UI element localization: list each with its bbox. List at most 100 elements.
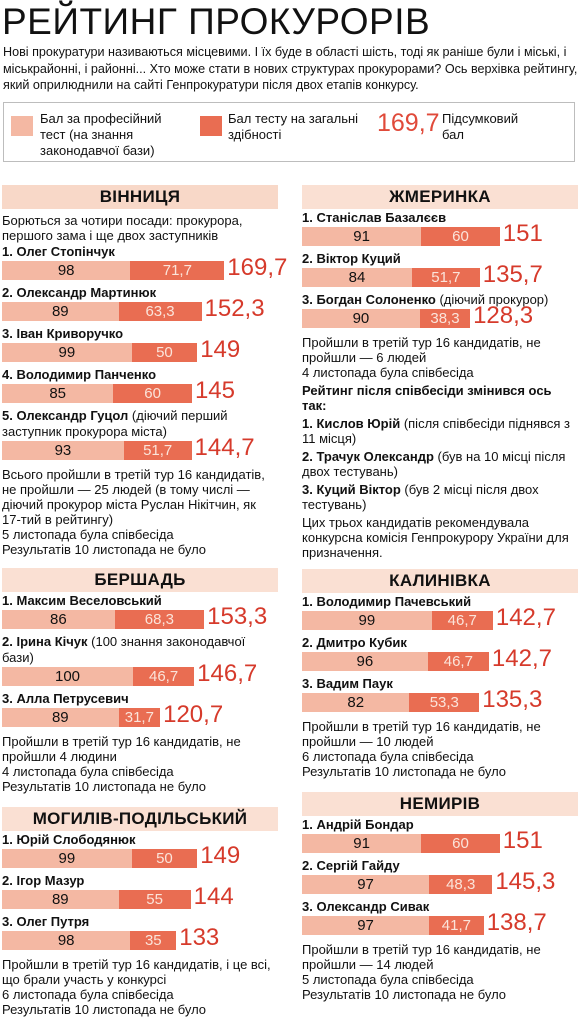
bar-test1: 89: [2, 708, 119, 727]
bar-total: 144,7: [194, 434, 255, 461]
region-title: БЕРШАДЬ: [2, 568, 278, 592]
bar-total: 144: [193, 883, 234, 910]
note-line: Результатів 10 листопада не було: [2, 1002, 207, 1017]
bar-test2: 48,3: [429, 875, 493, 894]
region-notes: Пройшли в третій тур 16 кандидатів, не п…: [302, 942, 578, 1002]
bar-test1: 99: [2, 343, 132, 362]
note-line: Пройшли в третій тур 16 кандидатів, не п…: [302, 942, 541, 972]
rerank-name: 3. Куций Віктор: [302, 482, 401, 497]
bar-test2: 50: [131, 343, 198, 362]
candidate-name: 2. Ірина Кічук (100 знання законодавчої …: [2, 634, 246, 665]
candidate-name: 3. Богдан Солоненко (діючий прокурор): [302, 292, 549, 307]
candidate-bar: 97 41,7 138,7: [302, 910, 578, 939]
note-line: Результатів 10 листопада не було: [2, 779, 207, 794]
candidate-name: 1. Володимир Пачевський: [302, 594, 472, 609]
legend-label-test1: Бал за професійний тест (на знання закон…: [40, 111, 162, 158]
candidate-bar: 97 48,3 145,3: [302, 869, 578, 898]
region-section: ЖМЕРИНКА 1. Станіслав Базалєєв 91 60 151 2. В…: [302, 185, 578, 560]
candidate-note: (діючий прокурор): [435, 292, 549, 307]
rerank-item: 2. Трачук Олександр (був на 10 місці піс…: [302, 449, 578, 479]
candidate-bar: 90 38,3 128,3: [302, 303, 578, 332]
candidate-bar: 98 35 133: [2, 925, 278, 954]
note-line: Результатів 10 листопада не було: [302, 764, 507, 779]
candidate-name: 1. Юрій Слободянюк: [2, 832, 136, 847]
bar-test2: 71,7: [130, 261, 225, 280]
bar-test1: 93: [2, 441, 124, 460]
note-line: 4 листопада була співбесіда: [302, 365, 474, 380]
candidate-name: 1. Олег Стопінчук: [2, 244, 115, 259]
bar-test1: 99: [302, 611, 432, 630]
region-intro: Борються за чотири посади: прокурора, пе…: [2, 213, 243, 243]
candidate-bar: 89 63,3 152,3: [2, 296, 278, 325]
region-section: ВІННИЦЯ Борються за чотири посади: прокур…: [2, 185, 287, 557]
candidate-note: (100 знання законодавчої бази): [2, 634, 246, 665]
bar-test2: 46,7: [431, 611, 493, 630]
rerank-note: (був 2 місці після двох тестувань): [302, 482, 539, 512]
bar-total: 151: [502, 220, 543, 247]
candidate-bar: 96 46,7 142,7: [302, 646, 578, 675]
note-line: 4 листопада була співбесіда: [2, 764, 174, 779]
rerank-name: 1. Кислов Юрій: [302, 416, 401, 431]
candidate-name: 3. Алла Петрусевич: [2, 691, 129, 706]
region-notes: Пройшли в третій тур 16 кандидатів, не п…: [2, 734, 278, 794]
right-column: ЖМЕРИНКА 1. Станіслав Базалєєв 91 60 151 2. В…: [302, 185, 578, 1002]
bar-total: 146,7: [197, 660, 258, 687]
bar-test1: 96: [302, 652, 428, 671]
bar-test2: 68,3: [114, 610, 205, 629]
bar-test1: 89: [2, 890, 119, 909]
intro-text: Нові прокуратури називаються місцевими. …: [3, 45, 578, 92]
bar-total: 120,7: [163, 701, 224, 728]
bar-test1: 91: [302, 834, 422, 853]
candidate-bar: 98 71,7 169,7: [2, 255, 287, 284]
rerank-note: (був на 10 місці після двох тестувань): [302, 449, 566, 479]
bar-test2: 51,7: [123, 441, 192, 460]
legend-swatch-test2: [200, 116, 222, 136]
region-title: ВІННИЦЯ: [2, 185, 278, 209]
candidate-bar: 86 68,3 153,3: [2, 604, 278, 633]
region-title: КАЛИНІВКА: [302, 569, 578, 593]
bar-test2: 60: [421, 227, 500, 246]
candidate-bar: 85 60 145: [2, 378, 278, 407]
bar-total: 145: [194, 377, 235, 404]
rerank-item: 3. Куций Віктор (був 2 місці після двох …: [302, 482, 578, 512]
bar-test2: 60: [113, 384, 192, 403]
candidate-name: 2. Сергій Гайду: [302, 858, 400, 873]
note-line: 5 листопада була співбесіда: [2, 527, 174, 542]
bar-total: 149: [200, 842, 241, 869]
bar-test2: 53,3: [409, 693, 480, 712]
note-line: 6 листопада була співбесіда: [302, 749, 474, 764]
legend-total-example: 169,7: [377, 109, 440, 137]
bar-total: 153,3: [207, 603, 268, 630]
candidate-name: 3. Олег Путря: [2, 914, 90, 929]
bar-test1: 91: [302, 227, 422, 246]
note-line: 5 листопада була співбесіда: [302, 972, 474, 987]
bar-test2: 51,7: [412, 268, 480, 287]
bar-test2: 31,7: [118, 708, 161, 727]
bar-test2: 41,7: [429, 916, 484, 935]
candidate-name: 2. Віктор Куций: [302, 251, 401, 266]
candidate-name: 1. Станіслав Базалєєв: [302, 210, 447, 225]
rerank-item: 1. Кислов Юрій (після співбесіди піднявс…: [302, 416, 578, 446]
note-line: Результатів 10 листопада не було: [2, 542, 207, 557]
candidate-name: 3. Вадим Паук: [302, 676, 393, 691]
candidate-name: 3. Іван Криворучко: [2, 326, 124, 341]
note-line: Пройшли в третій тур 16 кандидатів, і це…: [2, 957, 271, 987]
bar-total: 151: [502, 827, 543, 854]
bar-total: 128,3: [473, 302, 534, 329]
rerank-note: (після співбесіди піднявся з 11 місця): [302, 416, 570, 446]
bar-test1: 98: [2, 931, 131, 950]
bar-test2: 63,3: [118, 302, 202, 321]
bar-test1: 97: [302, 875, 430, 894]
region-section: КАЛИНІВКА 1. Володимир Пачевський 99 46,7 14…: [302, 569, 578, 779]
bar-test2: 46,7: [133, 667, 195, 686]
candidate-bar: 91 60 151: [302, 828, 578, 857]
candidate-name: 3. Олександр Сивак: [302, 899, 430, 914]
region-notes: Пройшли в третій тур 16 кандидатів, не п…: [302, 719, 578, 779]
bar-test2: 60: [421, 834, 500, 853]
region-section: НЕМИРІВ 1. Андрій Бондар 91 60 151 2. Сергій …: [302, 792, 578, 1002]
bar-total: 145,3: [495, 868, 556, 895]
note-line: Пройшли в третій тур 16 кандидатів, не п…: [2, 734, 241, 764]
candidate-name: 4. Володимир Панченко: [2, 367, 157, 382]
candidate-bar: 99 50 149: [2, 337, 278, 366]
bar-total: 149: [200, 336, 241, 363]
